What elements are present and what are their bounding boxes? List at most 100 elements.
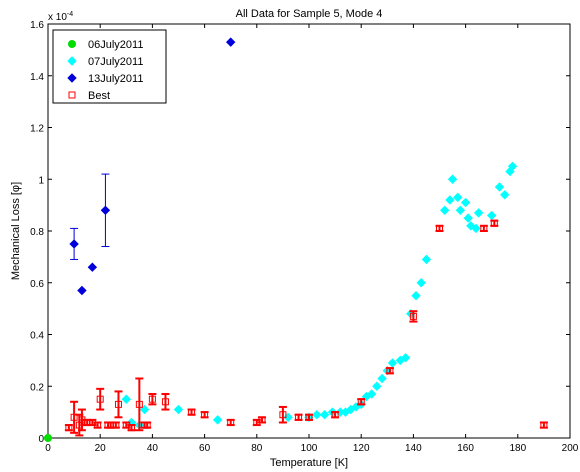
data-point — [83, 418, 91, 426]
data-point — [69, 239, 79, 249]
legend-label: 06July2011 — [88, 39, 143, 51]
data-point — [128, 424, 136, 432]
data-point — [494, 182, 505, 192]
data-point — [366, 389, 377, 399]
x-tick-label: 20 — [95, 443, 107, 454]
data-point — [331, 411, 339, 419]
data-point — [121, 394, 132, 404]
series-06July2011 — [44, 434, 52, 442]
x-tick-label: 180 — [509, 443, 526, 454]
data-point — [305, 413, 313, 421]
y-tick-label: 1.4 — [30, 72, 44, 83]
data-point — [409, 312, 417, 320]
data-marks — [44, 37, 548, 442]
data-point — [143, 421, 151, 429]
data-point — [135, 400, 143, 408]
data-point — [490, 219, 498, 227]
y-tick-label: 0.4 — [30, 331, 44, 342]
data-point — [212, 415, 223, 425]
y-tick-label: 1.6 — [30, 20, 44, 31]
data-point — [65, 424, 73, 432]
data-point — [473, 208, 484, 218]
data-point — [173, 404, 184, 415]
data-point — [411, 290, 421, 301]
legend-label: 13July2011 — [88, 73, 143, 85]
data-point — [112, 421, 120, 429]
data-point — [421, 254, 432, 265]
y-axis-label: Mechanical Loss [φ] — [10, 182, 22, 280]
data-point — [447, 174, 458, 184]
x-tick-label: 60 — [199, 443, 211, 454]
legend-item-07July2011: 07July2011 — [67, 56, 143, 68]
data-point — [161, 398, 169, 406]
x-tick-label: 140 — [405, 443, 422, 454]
legend-item-Best: Best — [68, 90, 110, 102]
data-point — [400, 353, 411, 363]
data-point — [227, 418, 235, 426]
data-point — [436, 224, 443, 232]
series-13July2011 — [69, 37, 236, 296]
data-point — [96, 395, 104, 403]
x-tick-label: 100 — [301, 443, 318, 454]
data-point — [319, 410, 330, 420]
data-point — [480, 224, 488, 232]
data-point — [455, 205, 466, 216]
x-tick-label: 200 — [562, 443, 579, 454]
x-axis-label: Temperature [K] — [270, 457, 348, 469]
data-point — [44, 434, 52, 442]
data-point — [357, 398, 365, 406]
y-exponent-power: -4 — [67, 11, 73, 18]
data-point — [70, 413, 78, 421]
data-point — [387, 358, 398, 368]
data-point — [148, 395, 156, 403]
data-point — [100, 205, 111, 216]
legend-label: Best — [88, 90, 110, 102]
data-point — [87, 262, 98, 272]
legend-marker — [68, 91, 76, 99]
data-point — [507, 161, 518, 172]
y-tick-label: 0.8 — [30, 227, 44, 238]
x-tick-label: 80 — [251, 443, 263, 454]
y-tick-label: 1.2 — [30, 124, 44, 135]
y-tick-label: 1 — [38, 175, 44, 186]
y-tick-label: 0.6 — [30, 279, 44, 290]
legend-label: 07July2011 — [88, 56, 143, 68]
data-point — [486, 210, 497, 221]
data-point — [416, 278, 426, 288]
data-point — [295, 413, 303, 421]
x-tick-label: 160 — [457, 443, 474, 454]
data-point — [258, 416, 266, 424]
data-point — [460, 197, 471, 208]
chart-title: All Data for Sample 5, Mode 4 — [236, 8, 383, 20]
data-point — [77, 285, 87, 296]
legend-item-06July2011: 06July2011 — [68, 39, 143, 51]
y-tick-label: 0 — [38, 434, 44, 445]
data-point — [94, 421, 102, 429]
legend-item-13July2011: 13July2011 — [67, 73, 143, 85]
data-point — [312, 410, 322, 420]
axes: 0 20 40 60 80 100 120 140 160 180 200 0 0.2 0.4 0.6 0.8… — [30, 20, 579, 454]
x-tick-label: 0 — [45, 443, 51, 454]
data-point — [453, 192, 463, 203]
legend-marker — [68, 40, 76, 48]
data-point — [107, 421, 115, 429]
legend-marker — [67, 73, 77, 83]
x-tick-label: 40 — [147, 443, 159, 454]
data-point — [279, 411, 287, 419]
y-tick-label: 0.2 — [30, 382, 44, 393]
data-point — [188, 408, 196, 416]
data-point — [386, 367, 394, 375]
series-Best — [64, 219, 548, 437]
data-point — [463, 213, 473, 223]
data-point — [540, 421, 548, 429]
data-point — [372, 381, 382, 391]
data-point — [440, 205, 450, 216]
legend-marker — [67, 56, 77, 66]
data-point — [471, 223, 481, 234]
y-exponent-label: x 10-4 — [48, 11, 73, 23]
legend: 06July2011 07July2011 13July2011 Best — [52, 29, 167, 104]
data-point — [377, 373, 387, 384]
data-point — [445, 195, 455, 205]
data-point — [225, 37, 236, 47]
